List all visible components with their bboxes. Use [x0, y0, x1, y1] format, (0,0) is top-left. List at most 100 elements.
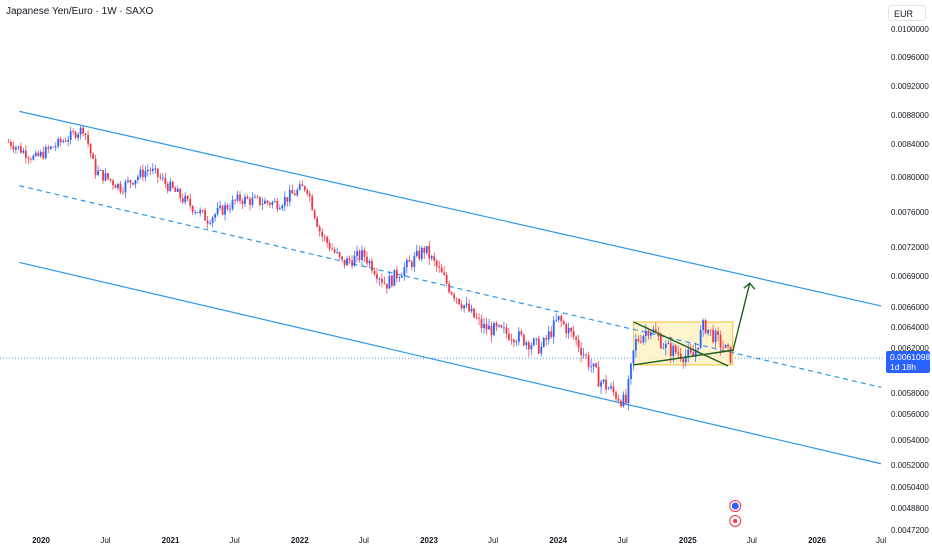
candle-body [296, 189, 299, 196]
candle-body [338, 252, 341, 257]
candle-body [117, 183, 119, 189]
candle-body [480, 318, 483, 329]
candle-body [251, 197, 254, 205]
candle-body [366, 256, 368, 264]
candle-body [306, 189, 309, 194]
candle-body [196, 212, 199, 214]
candle-body [149, 169, 152, 171]
candle-body [221, 205, 224, 215]
candle-body [376, 274, 378, 279]
candle-body [336, 252, 339, 254]
candle-body [433, 256, 436, 261]
candle-body [371, 260, 373, 271]
candle-body [82, 127, 85, 134]
candle-body [386, 283, 388, 289]
candle-body [585, 354, 588, 356]
candle-body [326, 236, 329, 243]
candle-body [189, 198, 192, 207]
candle-body [620, 400, 622, 407]
candle-body [692, 352, 695, 357]
candle-body [166, 183, 169, 191]
candle-body [622, 394, 625, 407]
candle-body [301, 184, 304, 187]
candle-body [37, 152, 40, 157]
candle-body [642, 335, 645, 343]
y-tick-label: 0.0047200 [891, 526, 929, 535]
candle-body [97, 170, 99, 175]
candle-body [79, 127, 82, 135]
candle-body [112, 180, 114, 186]
candle-body [639, 341, 642, 343]
candle-body [32, 155, 35, 160]
candle-body [102, 170, 104, 181]
candle-body [303, 186, 306, 190]
y-tick-label: 0.0054000 [891, 436, 929, 445]
candle-body [508, 333, 510, 340]
candle-body [191, 206, 194, 213]
candle-body [532, 338, 535, 346]
candle-body [694, 349, 697, 357]
candle-body [649, 332, 652, 336]
candle-body [146, 169, 149, 172]
candle-body [99, 170, 102, 171]
candle-body [560, 316, 563, 322]
candle-body [229, 209, 231, 210]
candle-body [659, 336, 662, 349]
candle-body [672, 345, 675, 357]
candle-body [687, 349, 690, 356]
candle-body [513, 339, 515, 343]
candle-body [717, 331, 719, 335]
candle-body [478, 318, 480, 319]
candle-body [707, 329, 710, 334]
candle-body [473, 308, 475, 318]
candle-body [17, 146, 20, 148]
candle-body [719, 334, 722, 348]
candle-body [667, 343, 670, 345]
candle-body [164, 177, 167, 184]
y-tick-label: 0.0052000 [891, 461, 929, 470]
candle-body [555, 319, 558, 321]
candle-body [420, 247, 423, 259]
candle-body [67, 139, 70, 142]
candle-body [654, 329, 657, 333]
candle-body [114, 185, 117, 189]
candle-body [483, 323, 485, 329]
candle-body [617, 398, 620, 401]
candle-body [498, 325, 500, 327]
candle-body [520, 331, 523, 335]
candle-body [448, 283, 451, 293]
candle-body [333, 249, 336, 253]
candle-body [644, 330, 647, 336]
candle-body [699, 330, 702, 348]
candle-body [281, 205, 284, 209]
candle-body [679, 353, 682, 360]
candle-body [241, 200, 244, 204]
x-tick-label: 2023 [420, 536, 438, 545]
candle-body [612, 386, 615, 393]
candle-body [92, 153, 94, 159]
candle-body [383, 282, 386, 284]
last-price-value: 0.0061098 [890, 352, 931, 362]
y-tick-label: 0.0096000 [891, 53, 929, 62]
candle-body [124, 181, 127, 193]
candle-body [313, 210, 316, 218]
candle-body [570, 327, 573, 332]
candle-body [605, 379, 607, 390]
candle-body [62, 141, 65, 143]
candle-body [104, 173, 107, 181]
chart-title: Japanese Yen/Euro · 1W · SAXO [6, 6, 154, 17]
x-tick-label: 2020 [32, 536, 50, 545]
candle-body [308, 193, 311, 197]
candle-body [348, 258, 351, 261]
x-tick-label: 2026 [808, 536, 826, 545]
candle-body [184, 195, 187, 203]
candle-body [465, 303, 468, 306]
candle-body [19, 146, 22, 153]
currency-selector[interactable]: EUR [888, 5, 926, 21]
bar-countdown: 1d 18h [890, 361, 916, 372]
projection-arrowhead [743, 282, 756, 290]
y-tick-label: 0.0056000 [891, 410, 929, 419]
candle-body [443, 272, 446, 275]
candle-body [186, 195, 189, 199]
